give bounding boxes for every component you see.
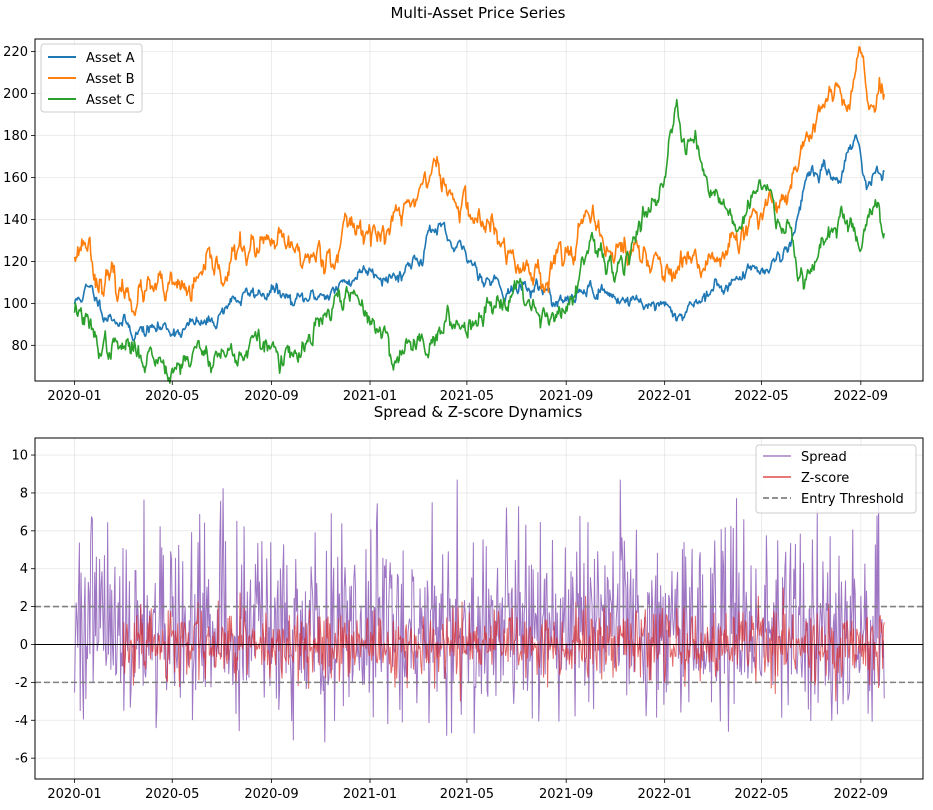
series-line-asset-c: [73, 98, 886, 384]
price-chart-ytick-label: 140: [3, 213, 28, 228]
spread-chart-xtick-label: 2022-01: [638, 787, 692, 802]
spread-chart-ytick-label: 2: [20, 600, 28, 615]
price-chart-ytick-label: 200: [3, 87, 28, 102]
spread-chart-ytick-label: 0: [20, 638, 28, 653]
spread-chart-x-axis: 2020-01 2020-05 2020-09 2021-01 2021-05 2021-…: [47, 779, 888, 802]
legend-label-spread: Spread: [801, 450, 847, 465]
spread-chart-ytick-label: 10: [11, 449, 28, 464]
price-chart-xtick-label: 2021-05: [440, 389, 494, 404]
legend-box: [755, 444, 917, 514]
series-line-asset-b: [73, 45, 886, 317]
price-chart-ytick-label: 120: [3, 255, 28, 270]
price-chart-xtick-label: 2020-05: [145, 389, 199, 404]
spread-chart-frame: [34, 437, 924, 780]
spread-chart-xtick-label: 2020-09: [244, 787, 298, 802]
spread-chart: Spread & Z-score Dynamics -6-4-20246810 …: [11, 403, 924, 802]
spread-chart-ytick-label: 8: [20, 486, 28, 501]
legend-entry-zscore: Z-score: [763, 471, 849, 486]
spread-chart-ytick-label: -6: [15, 752, 28, 767]
spread-chart-xtick-label: 2021-05: [440, 787, 494, 802]
series-line-zscore: [122, 587, 885, 702]
price-chart-grid: [35, 39, 923, 381]
price-chart-xtick-label: 2022-05: [734, 389, 788, 404]
price-chart-title: Multi-Asset Price Series: [390, 4, 565, 22]
price-chart-ytick-label: 180: [3, 129, 28, 144]
spread-chart-xtick-label: 2020-05: [145, 787, 199, 802]
legend-entry-asset-b: Asset B: [48, 72, 135, 87]
legend-label-threshold: Entry Threshold: [801, 492, 904, 507]
legend-entry-asset-a: Asset A: [48, 51, 135, 66]
price-chart-frame: [34, 38, 924, 382]
price-chart-x-axis: 2020-01 2020-05 2020-09 2021-01 2021-05 2021-…: [47, 381, 888, 404]
legend-entry-threshold: Entry Threshold: [763, 492, 904, 507]
price-chart-ytick-label: 160: [3, 171, 28, 186]
series-line-spread: [74, 479, 885, 743]
price-chart-ytick-label: 100: [3, 297, 28, 312]
spread-chart-xtick-label: 2022-05: [734, 787, 788, 802]
spread-chart-xtick-label: 2021-09: [539, 787, 593, 802]
series-line-asset-a: [73, 134, 885, 342]
spread-chart-xtick-label: 2021-01: [343, 787, 397, 802]
price-chart-lines: [73, 45, 886, 384]
price-chart-xtick-label: 2020-01: [47, 389, 101, 404]
price-chart-legend: Asset A Asset B Asset C: [40, 43, 143, 113]
spread-chart-xtick-label: 2020-01: [47, 787, 101, 802]
price-chart-xtick-label: 2022-01: [638, 389, 692, 404]
price-chart-xtick-label: 2021-01: [343, 389, 397, 404]
spread-chart-title: Spread & Z-score Dynamics: [374, 403, 583, 421]
price-chart-ytick-label: 220: [3, 45, 28, 60]
price-chart-ytick-label: 80: [11, 339, 28, 354]
spread-chart-y-axis: -6 -4 -2 0 2 4 6 8 10: [11, 449, 35, 767]
price-chart-xtick-label: 2021-09: [539, 389, 593, 404]
price-chart-xtick-label: 2022-09: [834, 389, 888, 404]
spread-chart-ytick-label: 4: [20, 562, 28, 577]
spread-chart-lines: [35, 479, 923, 743]
spread-chart-ytick-label: -4: [15, 714, 28, 729]
price-chart-y-axis: 80 100 120 140 160 180 200 220: [3, 45, 35, 354]
legend-label-zscore: Z-score: [801, 471, 849, 486]
legend-entry-spread: Spread: [763, 450, 847, 465]
price-chart: Multi-Asset Price Series 80 100 120 140 160 1…: [3, 4, 924, 404]
spread-chart-legend: Spread Z-score Entry Threshold: [755, 444, 917, 514]
legend-label-asset-c: Asset C: [86, 93, 135, 108]
legend-entry-asset-c: Asset C: [48, 93, 135, 108]
spread-chart-ytick-label: 6: [20, 524, 28, 539]
spread-chart-ytick-label: -2: [15, 676, 28, 691]
legend-label-asset-b: Asset B: [86, 72, 135, 87]
price-chart-xtick-label: 2020-09: [244, 389, 298, 404]
spread-chart-xtick-label: 2022-09: [834, 787, 888, 802]
legend-label-asset-a: Asset A: [86, 51, 135, 66]
legend-box: [40, 43, 143, 113]
